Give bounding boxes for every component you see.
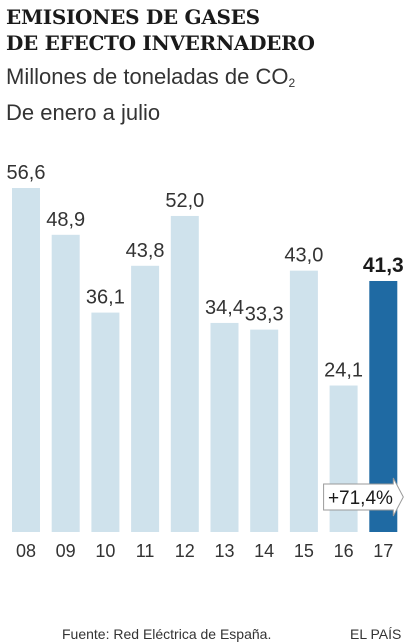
title-line-1: EMISIONES DE GASES [6,5,260,29]
bar-13 [210,322,239,532]
subtitle-unit-subscript: 2 [288,76,296,90]
x-tick-10: 10 [95,541,115,561]
value-label-10: 36,1 [86,287,125,309]
bar-15 [289,270,318,532]
x-tick-11: 11 [136,541,155,561]
bar-10 [91,312,120,532]
x-tick-17: 17 [373,541,393,561]
change-arrow [323,477,404,517]
x-tick-16: 16 [334,541,354,561]
chart-title: EMISIONES DE GASES DE EFECTO INVERNADERO [6,4,315,56]
value-label-16: 24,1 [324,360,363,382]
value-label-12: 52,0 [165,190,204,212]
footer-brand: EL PAÍS [350,626,402,642]
bar-11 [131,265,160,532]
value-label-13: 34,4 [205,297,244,319]
x-tick-13: 13 [214,541,234,561]
bar-chart: 56,6 08 48,9 09 36,1 10 43,8 11 52,0 12 34,4 13 33,3… [7,162,404,561]
bar-09 [51,234,80,532]
value-label-11: 43,8 [126,240,165,262]
bar-14 [250,329,279,532]
footer-source: Fuente: Red Eléctrica de España. [62,626,272,642]
value-label-15: 43,0 [284,245,323,267]
chart-subtitle: Millones de toneladas de CO2 De enero a … [6,62,295,127]
x-tick-09: 09 [56,541,76,561]
bar-08 [12,188,40,532]
value-label-08: 56,6 [7,162,46,184]
change-annotation: +71,4% [328,488,393,509]
value-label-09: 48,9 [46,209,85,231]
x-tick-08: 08 [16,541,36,561]
value-label-17: 41,3 [363,254,404,277]
x-tick-15: 15 [294,541,314,561]
subtitle-unit: Millones de toneladas de CO [6,64,289,89]
title-line-2: DE EFECTO INVERNADERO [6,31,315,55]
x-tick-12: 12 [175,541,195,561]
value-label-14: 33,3 [245,304,284,326]
subtitle-period: De enero a julio [6,100,161,125]
x-tick-14: 14 [254,541,274,561]
bar-12 [170,215,199,533]
